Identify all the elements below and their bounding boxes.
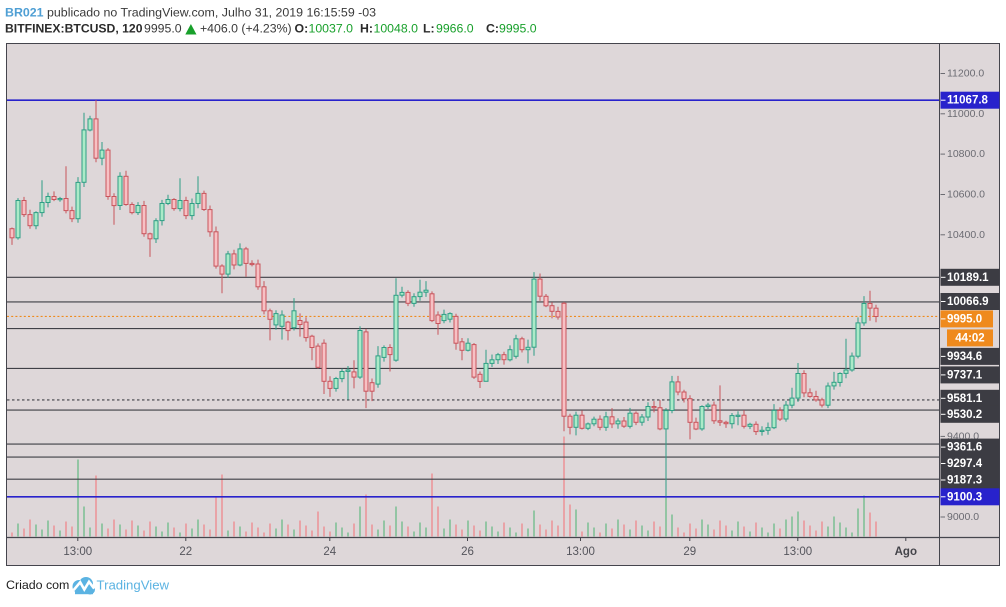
svg-text:9361.6: 9361.6 (947, 442, 982, 454)
svg-text:10048.0: 10048.0 (374, 22, 419, 36)
svg-text:10600.0: 10600.0 (947, 189, 985, 201)
svg-text:TradingView: TradingView (97, 578, 170, 593)
svg-text:10400.0: 10400.0 (947, 229, 985, 241)
svg-text:9737.1: 9737.1 (947, 369, 983, 381)
svg-text:9934.6: 9934.6 (947, 351, 982, 363)
svg-text:13:00: 13:00 (783, 546, 812, 558)
svg-text:10037.0: 10037.0 (309, 22, 354, 36)
svg-text:22: 22 (179, 546, 192, 558)
svg-text:9000.0: 9000.0 (947, 511, 979, 523)
svg-text:L:: L: (423, 22, 435, 36)
svg-text:9581.1: 9581.1 (947, 393, 983, 405)
svg-text:9995.0: 9995.0 (144, 22, 182, 36)
svg-text:9297.4: 9297.4 (947, 458, 983, 470)
svg-text:13:00: 13:00 (63, 546, 92, 558)
svg-text:11067.8: 11067.8 (947, 95, 989, 107)
svg-text:10189.1: 10189.1 (947, 272, 989, 284)
svg-text:44:02: 44:02 (955, 332, 984, 344)
svg-text:13:00: 13:00 (566, 546, 595, 558)
svg-text:10800.0: 10800.0 (947, 148, 985, 160)
svg-text:9187.3: 9187.3 (947, 475, 982, 487)
svg-text:BR021 publicado no TradingView: BR021 publicado no TradingView.com, Julh… (5, 6, 376, 20)
svg-text:9100.3: 9100.3 (947, 491, 982, 503)
svg-text:9995.0: 9995.0 (499, 22, 537, 36)
svg-text:24: 24 (323, 546, 336, 558)
svg-text:26: 26 (461, 546, 474, 558)
svg-text:11200.0: 11200.0 (947, 68, 984, 80)
svg-text:O:: O: (295, 22, 309, 36)
svg-text:BITFINEX:BTCUSD, 120: BITFINEX:BTCUSD, 120 (5, 22, 143, 36)
svg-text:29: 29 (683, 546, 696, 558)
svg-text:9530.2: 9530.2 (947, 409, 982, 421)
svg-text:C:: C: (486, 22, 499, 36)
svg-text:9995.0: 9995.0 (947, 313, 982, 325)
svg-text:+406.0 (+4.23%): +406.0 (+4.23%) (200, 22, 292, 36)
svg-text:9966.0: 9966.0 (436, 22, 474, 36)
svg-text:Criado com: Criado com (6, 578, 69, 592)
svg-text:10066.9: 10066.9 (947, 296, 989, 308)
svg-text:11000.0: 11000.0 (947, 108, 984, 120)
svg-text:H:: H: (360, 22, 373, 36)
svg-text:Ago: Ago (895, 546, 917, 558)
